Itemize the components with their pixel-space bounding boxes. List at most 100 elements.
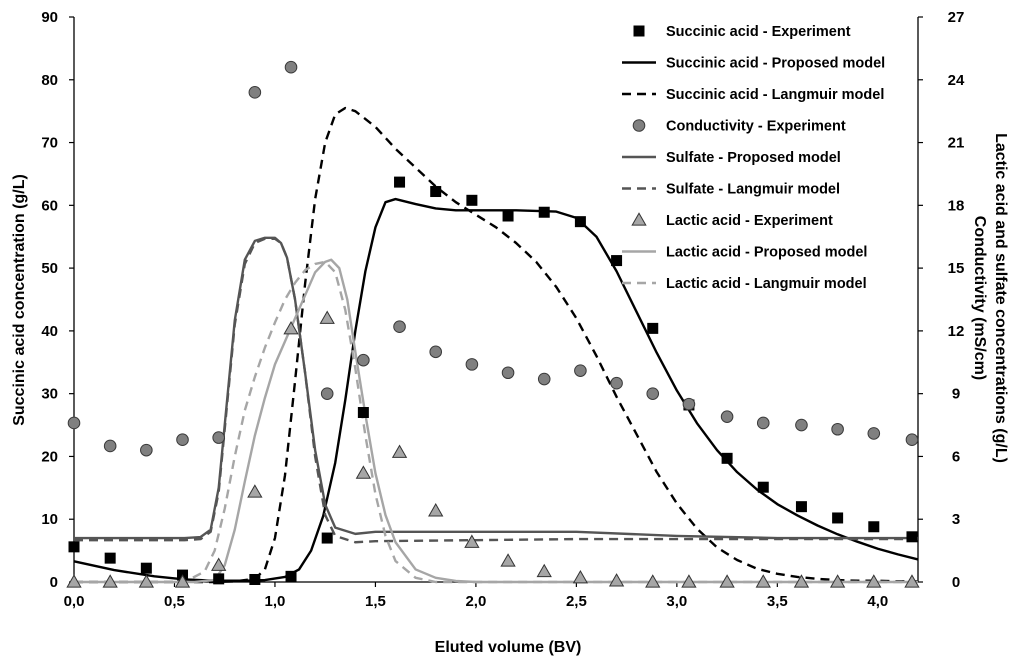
y-left-tick-label: 90: [41, 9, 58, 26]
series-line: [74, 106, 918, 584]
legend-label: Succinic acid - Experiment: [666, 24, 851, 40]
x-tick-label: 3,5: [767, 593, 788, 610]
data-point-triangle: [755, 574, 771, 588]
x-tick-label: 1,0: [265, 593, 286, 610]
series-lactic-acid-proposed-model: [74, 258, 918, 584]
data-point-triangle: [102, 574, 118, 588]
y-left-tick-label: 60: [41, 197, 58, 214]
data-point-square: [430, 186, 442, 198]
data-point-square: [906, 531, 918, 543]
data-point-circle: [646, 387, 660, 400]
data-point-triangle: [904, 574, 920, 588]
y-right-tick-label: 18: [948, 197, 965, 214]
data-point-circle: [537, 372, 551, 386]
legend-label: Succinic acid - Langmuir model: [666, 87, 884, 103]
series-line: [74, 237, 918, 544]
data-point-triangle: [174, 574, 191, 588]
data-point-triangle: [247, 484, 263, 498]
data-point-triangle: [66, 574, 82, 588]
data-point-triangle: [645, 574, 661, 588]
data-point-circle: [574, 364, 587, 377]
data-point-circle: [465, 358, 479, 371]
data-point-circle: [357, 353, 370, 367]
series-layer: [66, 60, 920, 588]
y-right-tick-label: 24: [948, 72, 965, 89]
data-point-circle: [140, 443, 153, 457]
data-point-circle: [248, 86, 262, 99]
data-point-triangle: [608, 573, 625, 587]
data-point-triangle: [211, 557, 227, 571]
data-point-triangle: [572, 570, 589, 584]
legend-label: Sulfate - Langmuir model: [666, 182, 840, 198]
data-point-triangle: [681, 574, 697, 588]
x-tick-label: 0,5: [164, 593, 185, 610]
data-point-triangle: [500, 553, 516, 567]
x-tick-label: 0,0: [64, 593, 85, 610]
legend-label: Succinic acid - Proposed model: [666, 56, 885, 72]
y-right-axis-title-line2: Conductivity (mS/cm): [971, 216, 988, 380]
legend-label: Conductivity - Experiment: [666, 119, 846, 135]
legend-item: Succinic acid - Experiment: [633, 24, 851, 40]
legend: Succinic acid - Experiment Succinic acid …: [622, 24, 885, 292]
x-axis-title: Eluted volume (BV): [435, 639, 582, 656]
data-point-triangle: [355, 465, 372, 479]
series-succinic-acid-experiment: [68, 176, 918, 585]
legend-item: Sulfate - Proposed model: [622, 150, 841, 166]
axes: 0,0 0,5 1,0 1,5 2,0 2,5 3,0 3,5 4,00102030405060…: [41, 9, 965, 610]
legend-item: Lactic acid - Experiment: [631, 212, 833, 229]
data-point-square: [140, 562, 152, 574]
legend-item: Lactic acid - Proposed model: [622, 245, 867, 261]
data-point-circle: [103, 439, 117, 453]
y-left-tick-label: 80: [41, 72, 58, 89]
x-tick-label: 2,0: [465, 593, 486, 610]
y-left-tick-label: 30: [41, 386, 58, 403]
data-point-circle: [67, 416, 81, 430]
data-point-circle: [320, 387, 334, 400]
data-point-square: [795, 501, 807, 513]
y-left-tick-label: 10: [41, 511, 58, 528]
series-lactic-acid-experiment: [66, 310, 920, 588]
data-point-circle: [429, 345, 443, 359]
data-point-square: [104, 552, 116, 564]
legend-label: Sulfate - Proposed model: [666, 150, 841, 166]
data-point-square: [68, 541, 80, 553]
data-point-square: [832, 512, 844, 524]
data-point-circle: [212, 431, 225, 444]
series-sulfate-langmuir-model: [74, 237, 918, 544]
data-point-circle: [682, 397, 696, 411]
x-tick-label: 3,0: [666, 593, 687, 610]
legend-swatch: [631, 212, 647, 226]
data-point-triangle: [719, 574, 735, 588]
series-conductivity-experiment: [67, 60, 919, 457]
data-point-circle: [867, 427, 881, 440]
data-point-circle: [176, 433, 189, 447]
y-right-tick-label: 3: [952, 511, 960, 528]
data-point-circle: [905, 433, 919, 447]
legend-label: Lactic acid - Proposed model: [666, 245, 867, 261]
y-right-axis-title-line1: Lactic acid and sulfate concentrations (…: [992, 133, 1009, 463]
y-left-axis-title: Succinic acid concentration (g/L): [11, 174, 28, 426]
series-succinic-acid-langmuir-model: [74, 106, 918, 584]
data-point-circle: [501, 366, 515, 380]
data-point-triangle: [829, 574, 846, 588]
y-right-tick-label: 15: [948, 260, 965, 277]
y-left-tick-label: 40: [41, 323, 58, 340]
data-point-triangle: [793, 574, 810, 588]
data-point-triangle: [536, 563, 552, 578]
legend-item: Succinic acid - Langmuir model: [622, 87, 884, 103]
data-point-circle: [393, 320, 406, 334]
y-right-tick-label: 9: [952, 386, 960, 403]
x-tick-label: 2,5: [566, 593, 587, 610]
y-left-tick-label: 50: [41, 260, 58, 277]
legend-item: Conductivity - Experiment: [632, 119, 846, 135]
legend-item: Succinic acid - Proposed model: [622, 56, 885, 72]
data-point-square: [466, 194, 478, 206]
data-point-square: [574, 216, 586, 228]
data-point-square: [285, 570, 297, 582]
data-point-circle: [284, 60, 298, 74]
legend-item: Lactic acid - Langmuir model: [622, 276, 867, 292]
y-right-tick-label: 27: [948, 9, 965, 26]
data-point-circle: [720, 410, 734, 423]
data-point-triangle: [428, 503, 444, 517]
